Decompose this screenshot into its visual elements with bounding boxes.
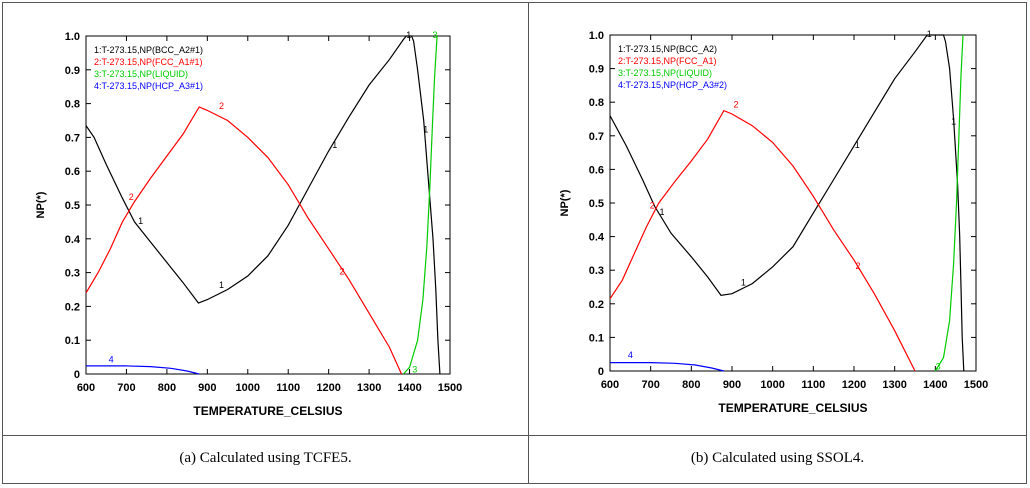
series-label-2: 2 [856, 261, 861, 271]
chart-ssol4: 600 700 800 900 1000 1100 1200 1300 1400 1500 0 0.1… [559, 29, 988, 415]
y-tick-label: 0.8 [65, 99, 80, 111]
series-line-1 [85, 35, 441, 375]
series-label-3: 3 [433, 30, 438, 40]
series-label-1: 1 [927, 29, 932, 39]
series-label-1: 1 [741, 278, 746, 288]
y-tick-label: 0 [598, 366, 604, 378]
x-tick-label: 900 [198, 382, 216, 394]
x-tick-label: 800 [682, 379, 700, 391]
x-tick-label: 800 [158, 382, 176, 394]
series-line-4 [610, 362, 725, 372]
y-tick-label: 0.6 [589, 164, 604, 176]
legend-entry-2: 2:T-273.15,NP(FCC_A1#1) [94, 57, 203, 67]
y-tick-label: 0.3 [65, 268, 80, 280]
x-tick-label: 700 [117, 382, 135, 394]
y-tick-label: 0.2 [65, 301, 80, 313]
y-tick-label: 0.5 [589, 198, 604, 210]
series-label-4: 4 [109, 354, 114, 364]
series-label-4: 4 [628, 350, 633, 360]
x-tick-label: 1200 [316, 382, 340, 394]
y-axis-label: NP(*) [35, 191, 47, 218]
caption-divider [2, 435, 1027, 436]
legend-entry-1: 1:T-273.15,NP(BCC_A2) [618, 44, 717, 54]
x-tick-label: 1400 [397, 382, 421, 394]
x-tick-label: 1100 [276, 382, 300, 394]
series-label-3: 3 [412, 365, 417, 375]
series-label-2: 2 [129, 192, 134, 202]
series-label-1: 1 [138, 216, 143, 226]
legend-entry-4: 4:T-273.15,NP(HCP_A3#1) [94, 81, 203, 91]
series-line-1 [609, 34, 965, 372]
x-tick-label: 1000 [236, 382, 260, 394]
y-tick-label: 0.1 [589, 332, 604, 344]
y-tick-label: 0.3 [589, 265, 604, 277]
series-line-2 [609, 109, 916, 372]
legend-entry-3: 3:T-273.15,NP(LIQUID) [618, 68, 712, 78]
y-tick-label: 1.0 [589, 30, 604, 42]
series-label-2: 2 [340, 267, 345, 277]
y-tick-label: 0.7 [65, 132, 80, 144]
legend-entry-3: 3:T-273.15,NP(LIQUID) [94, 69, 188, 79]
x-tick-label: 1300 [357, 382, 381, 394]
y-tick-label: 0.5 [65, 200, 80, 212]
legend-entry-2: 2:T-273.15,NP(FCC_A1) [618, 56, 717, 66]
y-tick-label: 1.0 [65, 31, 80, 43]
y-tick-label: 0.2 [589, 299, 604, 311]
y-tick-label: 0 [74, 369, 80, 381]
y-tick-label: 0.9 [65, 65, 80, 77]
y-tick-label: 0.7 [589, 131, 604, 143]
x-tick-label: 1300 [882, 379, 906, 391]
series-label-1: 1 [423, 125, 428, 135]
y-axis-label: NP(*) [559, 189, 571, 216]
legend-entry-4: 4:T-273.15,NP(HCP_A3#2) [618, 80, 727, 90]
series-label-2: 2 [650, 200, 655, 210]
series-line-2 [85, 106, 403, 375]
x-tick-label: 1200 [842, 379, 866, 391]
x-tick-label: 1500 [964, 379, 988, 391]
x-tick-label: 1100 [801, 379, 825, 391]
y-tick-label: 0.8 [589, 97, 604, 109]
panel-divider [528, 2, 529, 484]
series-line-3 [934, 34, 964, 372]
series-label-2: 2 [219, 101, 224, 111]
series-label-1: 1 [951, 116, 956, 126]
legend-entry-1: 1:T-273.15,NP(BCC_A2#1) [94, 45, 203, 55]
series-label-1: 1 [219, 280, 224, 290]
x-tick-label: 1000 [760, 379, 784, 391]
y-tick-label: 0.4 [589, 232, 605, 244]
series-label-1: 1 [660, 207, 665, 217]
series-label-2: 2 [734, 100, 739, 110]
x-tick-label: 1500 [438, 382, 462, 394]
x-axis-label: TEMPERATURE_CELSIUS [718, 401, 867, 415]
x-tick-label: 600 [601, 379, 619, 391]
series-label-1: 1 [332, 140, 337, 150]
x-axis-label: TEMPERATURE_CELSIUS [193, 404, 342, 418]
caption-a: (a) Calculated using TCFE5. [179, 450, 352, 466]
y-tick-label: 0.4 [65, 234, 81, 246]
x-tick-label: 900 [723, 379, 741, 391]
x-tick-label: 600 [77, 382, 95, 394]
series-label-1: 1 [406, 30, 411, 40]
y-tick-label: 0.6 [65, 166, 80, 178]
x-tick-label: 1400 [923, 379, 947, 391]
x-tick-label: 700 [641, 379, 659, 391]
chart-tcfe5: 600 700 800 900 1000 1100 1200 1300 1400 1500 0 0.1… [35, 30, 462, 418]
series-label-1: 1 [855, 140, 860, 150]
y-tick-label: 0.1 [65, 335, 80, 347]
caption-b: (b) Calculated using SSOL4. [690, 450, 865, 466]
series-label-3: 3 [936, 362, 941, 372]
series-line-3 [403, 35, 438, 375]
series-line-4 [86, 365, 200, 375]
y-tick-label: 0.9 [589, 64, 604, 76]
